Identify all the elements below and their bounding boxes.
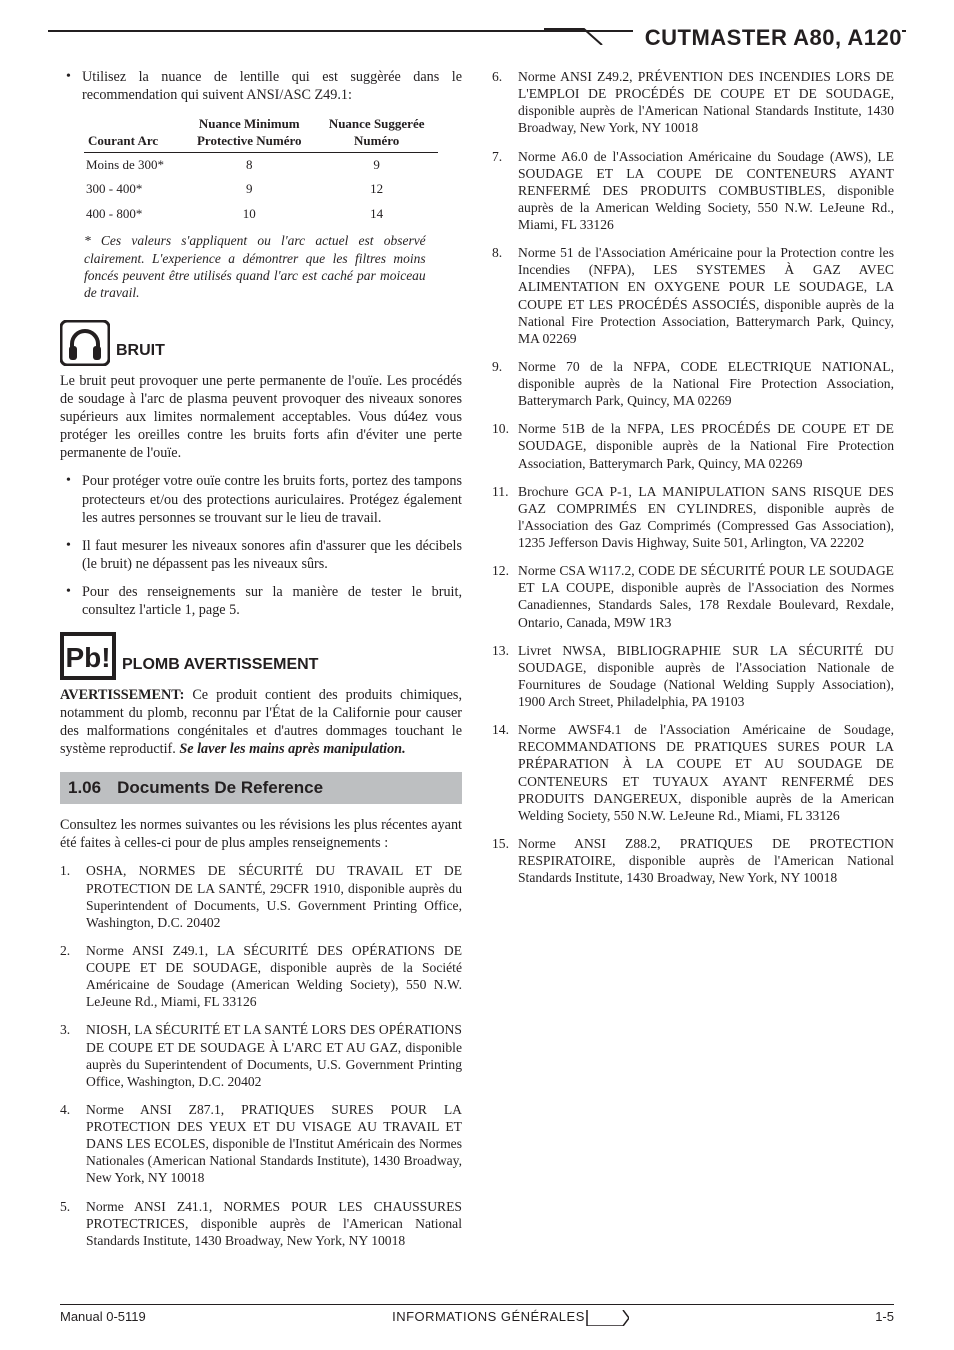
cell: 9	[183, 177, 316, 202]
cell: 300 - 400*	[84, 177, 183, 202]
reference-item: Norme ANSI Z88.2, PRATIQUES DE PROTECTIO…	[492, 835, 894, 886]
reference-item: Norme ANSI Z49.1, LA SÉCURITÉ DES OPÉRAT…	[60, 942, 462, 1011]
bruit-heading-row: BRUIT	[60, 320, 462, 366]
plomb-warning-paragraph: AVERTISSEMENT: Ce produit contient des p…	[60, 686, 462, 759]
content-columns: Utilisez la nuance de lentille qui est s…	[60, 68, 894, 1303]
plomb-heading: PLOMB AVERTISSEMENT	[122, 655, 318, 679]
col-header-min-l2: Protective Numéro	[197, 133, 302, 148]
footer-center-text: INFORMATIONS GÉNÉRALES	[392, 1309, 585, 1326]
cell: 9	[316, 152, 438, 177]
footer-chevron-icon	[585, 1310, 629, 1326]
cell: 14	[316, 202, 438, 227]
cell: 12	[316, 177, 438, 202]
list-item: Il faut mesurer les niveaux sonores afin…	[60, 537, 462, 573]
list-item: Pour des renseignements sur la manière d…	[60, 583, 462, 619]
reference-item: Norme AWSF4.1 de l'Association Américain…	[492, 721, 894, 824]
plomb-heading-row: Pb! PLOMB AVERTISSEMENT	[60, 632, 462, 680]
bruit-heading: BRUIT	[116, 341, 165, 365]
reference-item: OSHA, NORMES DE SÉCURITÉ DU TRAVAIL ET D…	[60, 862, 462, 931]
cell: 8	[183, 152, 316, 177]
col-header-sugg-l2: Numéro	[354, 133, 399, 148]
reference-item: Norme ANSI Z41.1, NORMES POUR LES CHAUSS…	[60, 1198, 462, 1249]
intro-bullet-list: Utilisez la nuance de lentille qui est s…	[60, 68, 462, 104]
reference-item: Norme 51B de la NFPA, LES PROCÉDÉS DE CO…	[492, 420, 894, 471]
section-number: 1.06	[68, 777, 101, 799]
bruit-bullets: Pour protéger votre ouïe contre les brui…	[60, 472, 462, 619]
page-footer: Manual 0-5119 INFORMATIONS GÉNÉRALES 1-5	[60, 1304, 894, 1326]
reference-item: Norme CSA W117.2, CODE DE SÉCURITÉ POUR …	[492, 562, 894, 631]
col-header-courant: Courant Arc	[84, 114, 183, 152]
table-row: Moins de 300* 8 9	[84, 152, 438, 177]
col-header-min-l1: Nuance Minimum	[199, 116, 300, 131]
table-row: 400 - 800* 10 14	[84, 202, 438, 227]
reference-item: Norme 70 de la NFPA, CODE ELECTRIQUE NAT…	[492, 358, 894, 409]
lens-shade-table: Courant Arc Nuance Minimum Protective Nu…	[84, 114, 438, 226]
page-header: CUTMASTER A80, A120	[60, 28, 894, 62]
bruit-paragraph: Le bruit peut provoquer une perte perman…	[60, 372, 462, 463]
reference-item: NIOSH, LA SÉCURITÉ ET LA SANTÉ LORS DES …	[60, 1021, 462, 1090]
section-1-06-intro: Consultez les normes suivantes ou les ré…	[60, 816, 462, 852]
warn-action: Se laver les mains après manipulation.	[179, 741, 405, 757]
reference-item: Norme 51 de l'Association Américaine pou…	[492, 244, 894, 347]
reference-item: Norme ANSI Z49.2, PRÉVENTION DES INCENDI…	[492, 68, 894, 137]
footer-left: Manual 0-5119	[60, 1309, 146, 1326]
reference-item: Norme A6.0 de l'Association Américaine d…	[492, 148, 894, 234]
col-header-sugg-l1: Nuance Suggerée	[329, 116, 425, 131]
col-header-min: Nuance Minimum Protective Numéro	[183, 114, 316, 152]
footer-center-group: INFORMATIONS GÉNÉRALES	[392, 1309, 629, 1326]
cell: 400 - 800*	[84, 202, 183, 227]
reference-item: Livret NWSA, BIBLIOGRAPHIE SUR LA SÉCURI…	[492, 642, 894, 711]
warn-label: AVERTISSEMENT:	[60, 687, 184, 703]
cell: Moins de 300*	[84, 152, 183, 177]
section-1-06-bar: 1.06 Documents De Reference	[60, 772, 462, 804]
reference-item: Brochure GCA P-1, LA MANIPULATION SANS R…	[492, 483, 894, 552]
section-title: Documents De Reference	[117, 777, 323, 799]
intro-bullet: Utilisez la nuance de lentille qui est s…	[60, 68, 462, 104]
pb-warning-icon: Pb!	[60, 632, 116, 680]
page: CUTMASTER A80, A120 Utilisez la nuance d…	[0, 0, 954, 1350]
headphones-icon	[60, 320, 110, 366]
product-title: CUTMASTER A80, A120	[633, 24, 902, 52]
reference-item: Norme ANSI Z87.1, PRATIQUES SURES POUR L…	[60, 1101, 462, 1187]
footer-rule	[60, 1304, 894, 1306]
table-row: 300 - 400* 9 12	[84, 177, 438, 202]
list-item: Pour protéger votre ouïe contre les brui…	[60, 472, 462, 527]
col-header-sugg: Nuance Suggerée Numéro	[316, 114, 438, 152]
footer-page-number: 1-5	[875, 1309, 894, 1326]
lens-table-body: Moins de 300* 8 9 300 - 400* 9 12 400 - …	[84, 152, 438, 226]
lens-table-footnote: * Ces valeurs s'appliquent ou l'arc actu…	[84, 232, 426, 301]
svg-text:Pb!: Pb!	[65, 642, 110, 673]
header-swoosh-icon	[544, 27, 604, 45]
cell: 10	[183, 202, 316, 227]
